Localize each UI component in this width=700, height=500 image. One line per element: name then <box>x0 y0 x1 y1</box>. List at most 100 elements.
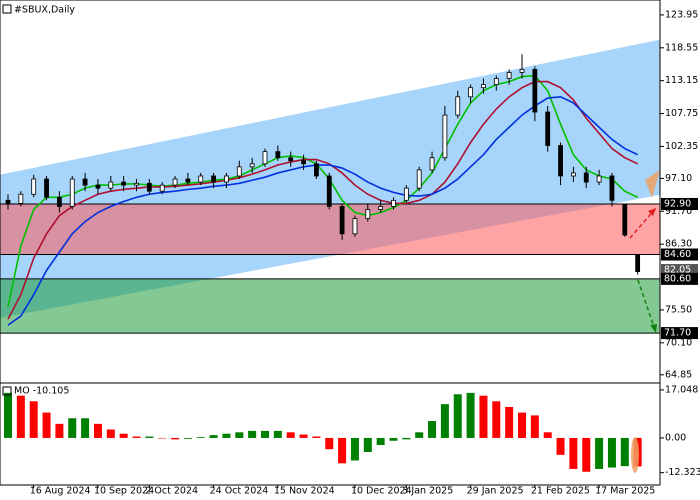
candle-body <box>596 175 602 183</box>
candle-body <box>95 184 101 189</box>
oscillator-bar <box>16 395 25 438</box>
oscillator-bar <box>93 423 102 438</box>
candle-body <box>236 166 242 177</box>
candle-body <box>211 175 217 183</box>
candle-body <box>5 199 11 204</box>
oscillator-bar <box>29 401 38 438</box>
zone <box>0 278 660 334</box>
oscillator-bar <box>440 404 449 438</box>
oscillator-bar <box>505 406 514 438</box>
level-label-box <box>661 248 698 261</box>
candle-body <box>69 178 75 207</box>
level-label-box <box>661 272 698 285</box>
y-tick-label: 102.35 <box>665 141 698 152</box>
candle-body <box>262 151 268 165</box>
zone <box>0 203 660 255</box>
candle-body <box>313 163 319 177</box>
level-label: 80.60 <box>664 273 691 284</box>
x-tick-label: 21 Feb 2025 <box>531 486 590 497</box>
oscillator-bar <box>556 437 565 455</box>
arrow-head <box>650 324 657 333</box>
oscillator-bar <box>415 432 424 438</box>
oscillator-bar <box>402 437 411 440</box>
level-label: 71.70 <box>664 328 691 339</box>
candle-body <box>429 157 435 171</box>
candle-body <box>519 69 525 73</box>
level-label: 84.60 <box>664 249 691 260</box>
y-tick-label: 0.00 <box>665 432 686 443</box>
candle-body <box>159 184 165 192</box>
y-tick-label: -12.323 <box>665 467 700 478</box>
candle-body <box>622 204 628 236</box>
candle-body <box>18 193 24 204</box>
oscillator-bar <box>312 436 321 438</box>
candle-body <box>583 172 589 183</box>
y-tick-label: 86.30 <box>665 239 692 250</box>
candle-body <box>339 206 345 235</box>
candle-body <box>288 157 294 162</box>
x-tick-label: 10 Sep 2024 <box>94 486 154 497</box>
oscillator-bar <box>530 415 539 438</box>
candle-body <box>57 196 62 207</box>
candle-body <box>198 175 204 183</box>
x-tick-label: 3 Jan 2025 <box>402 486 453 497</box>
oscillator-bar <box>132 436 141 438</box>
oscillator-bar <box>518 412 526 438</box>
candle-body <box>275 151 281 159</box>
oscillator-bar <box>350 437 359 461</box>
candle-body <box>224 175 229 183</box>
oscillator-bar <box>466 392 475 438</box>
level-label-box <box>661 327 698 340</box>
candle-body <box>635 254 641 272</box>
oscillator-bar <box>68 418 77 438</box>
oscillator-bar <box>171 437 180 440</box>
oscillator-bar <box>145 436 154 438</box>
x-tick-label: 29 Jan 2025 <box>467 486 524 497</box>
oscillator-bar <box>261 430 269 438</box>
oscillator-bar <box>81 418 90 438</box>
candle-body <box>391 199 396 207</box>
candle-body <box>365 209 371 219</box>
candle-body <box>545 111 551 146</box>
oscillator-bar <box>325 437 334 450</box>
y-tick-label: 17.048 <box>665 384 698 395</box>
price-panel: 123.95 118.55 113.15 107.75 102.35 97.10 91.70… <box>0 9 698 380</box>
x-tick-label: 16 Aug 2024 <box>30 486 91 497</box>
oscillator-bar <box>595 437 604 469</box>
highlight-marker <box>631 437 639 473</box>
y-tick-label: 97.10 <box>665 173 692 184</box>
chart-title: #SBUX,Daily <box>14 5 75 16</box>
x-tick-label: 2 Oct 2024 <box>145 486 198 497</box>
oscillator-bar <box>209 435 218 438</box>
candle-body <box>532 69 538 113</box>
oscillator-bar <box>248 430 257 438</box>
oscillator-bar <box>363 437 372 453</box>
candle-body <box>442 114 448 159</box>
oscillator-bar <box>620 437 629 467</box>
oscillator-bar <box>453 394 462 438</box>
level-label: 82.05 <box>664 265 691 276</box>
oscillator-bar <box>376 437 385 445</box>
candle-body <box>455 96 461 116</box>
oscillator-title: MO -10.105 <box>14 386 69 397</box>
x-tick-label: 15 Nov 2024 <box>274 486 335 497</box>
candle-body <box>301 160 306 165</box>
candle-body <box>172 178 178 186</box>
oscillator-bar <box>222 433 231 438</box>
candle-body <box>82 178 88 186</box>
oscillator-bar <box>158 437 167 439</box>
candle-body <box>416 169 422 189</box>
candle-body <box>185 178 191 183</box>
candle-body <box>609 175 615 201</box>
oscillator-bar <box>582 437 591 472</box>
x-tick-label: 17 Mar 2025 <box>595 486 655 497</box>
icon <box>2 4 12 14</box>
oscillator-bar <box>299 434 308 438</box>
panel-border <box>0 382 661 486</box>
arrow-head <box>648 208 656 216</box>
oscillator-bar <box>479 395 488 438</box>
oscillator-bar <box>106 429 115 438</box>
candle-body <box>121 181 127 186</box>
oscillator-bar <box>389 437 398 441</box>
